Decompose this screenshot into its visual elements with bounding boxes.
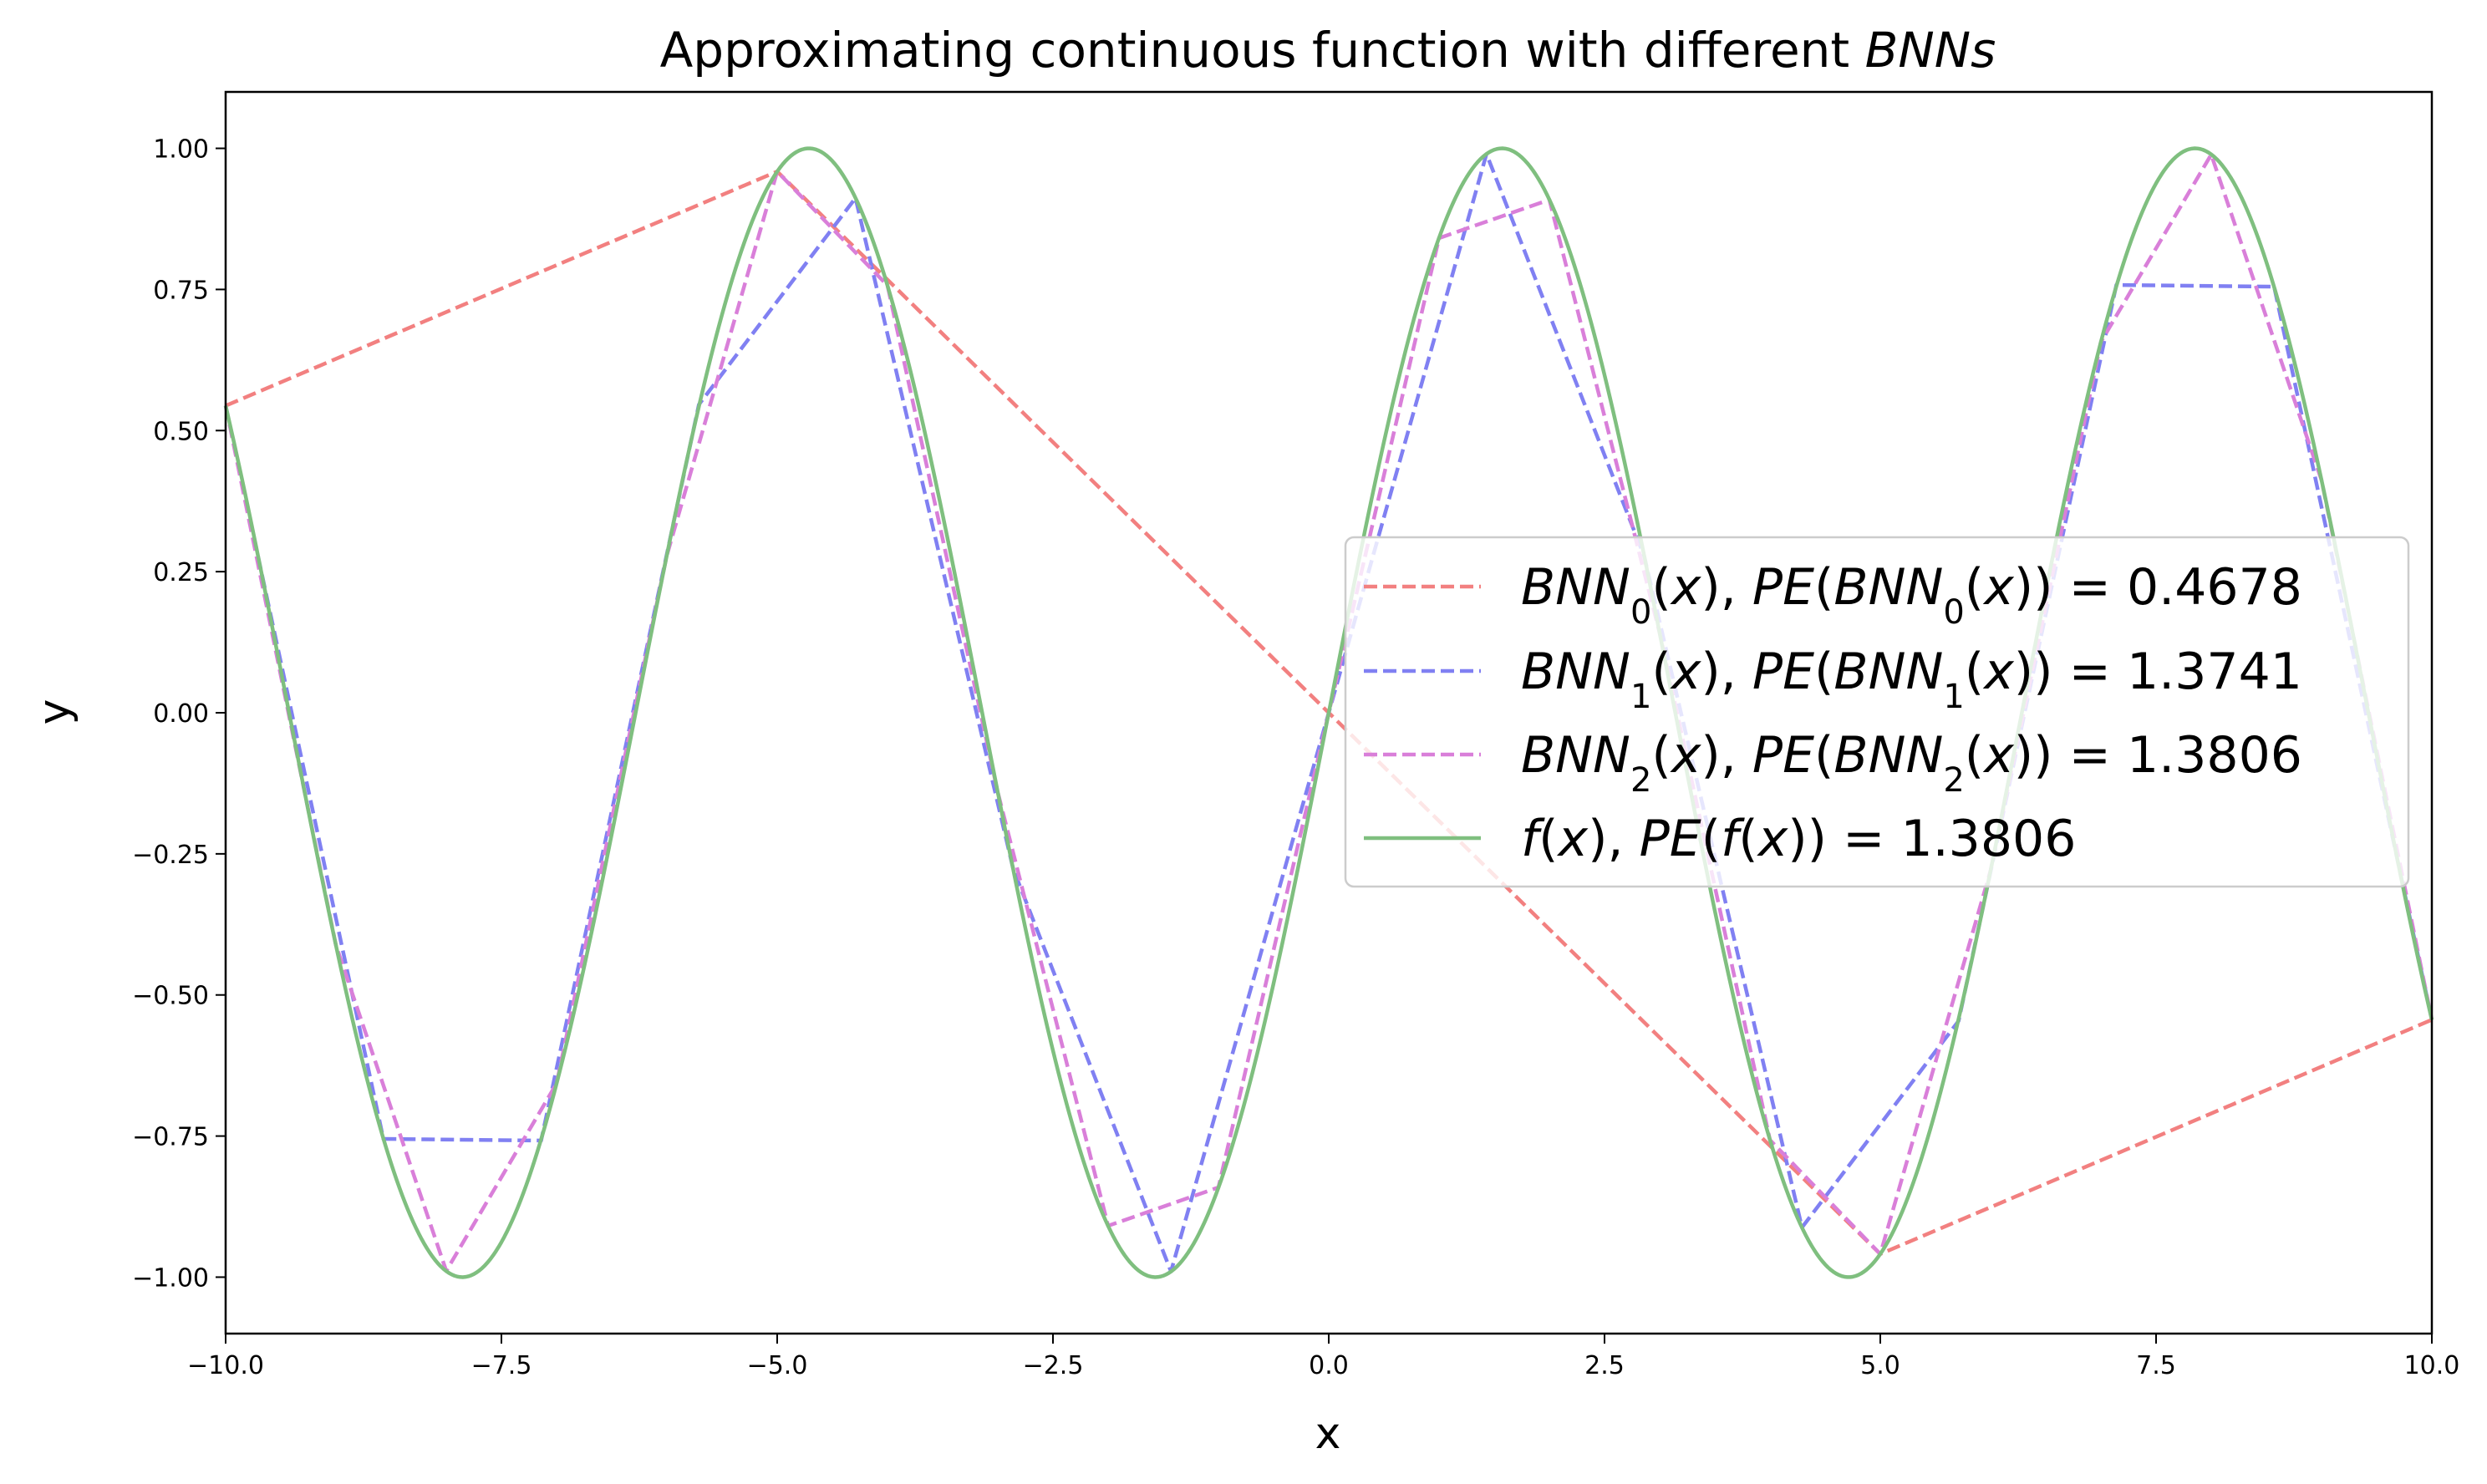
y-tick-label: 0.00 (153, 699, 209, 729)
plot-lines (223, 146, 2434, 1279)
legend-label-part: ), (1701, 643, 1752, 701)
x-tick-label: 0.0 (1309, 1351, 1349, 1380)
legend-label-part: ), (1588, 810, 1640, 868)
legend-label-part: ( (1651, 643, 1671, 701)
legend-label-part: ( (1814, 726, 1833, 785)
legend-label-part: BNN (1521, 558, 1630, 617)
legend-label-2: BNN2(x), PE(BNN2(x)) = 1.3806 (1521, 726, 2302, 800)
legend-label-part: PE (1752, 726, 1814, 785)
legend-label-part: BNN (1833, 726, 1943, 785)
legend-label-part: ( (1814, 643, 1833, 701)
legend-label-1: BNN1(x), PE(BNN1(x)) = 1.3741 (1521, 643, 2302, 716)
legend-label-part: PE (1640, 810, 1701, 868)
legend-label-part: BNN (1521, 726, 1630, 785)
legend-label-part: )) = 1.3806 (2014, 726, 2302, 785)
x-tick-label: −2.5 (1023, 1351, 1084, 1380)
legend-label-part: )) = 1.3806 (1788, 810, 2076, 868)
legend-label-part: x (1670, 643, 1701, 701)
x-tick-label: −10.0 (187, 1351, 264, 1380)
x-axis-ticks: −10.0 −7.5 −5.0 −2.5 0.0 2.5 5.0 7.5 10.0 (187, 1334, 2459, 1380)
x-tick-label: 7.5 (2136, 1351, 2176, 1380)
legend-label-part: ( (1651, 558, 1671, 617)
y-tick-label: −1.00 (132, 1263, 209, 1293)
y-axis-ticks: 1.00 0.75 0.50 0.25 0.00 −0.25 −0.50 −0.75 −1.00 (132, 135, 226, 1293)
legend-label-part: 0 (1943, 593, 1964, 632)
legend-label-part: x (1982, 558, 2014, 617)
legend-label-part: x (1670, 726, 1701, 785)
chart-title: Approximating continuous function with d… (660, 22, 1996, 79)
legend-label-part: BNN (1833, 558, 1943, 617)
x-tick-label: −5.0 (747, 1351, 808, 1380)
legend-label-3: f(x), PE(f(x)) = 1.3806 (1521, 810, 2076, 868)
y-tick-label: −0.75 (132, 1123, 209, 1152)
legend-label-part: x (1670, 558, 1701, 617)
y-tick-label: 0.25 (153, 558, 209, 587)
legend-label-part: BNN (1833, 643, 1943, 701)
legend-label-part: ( (1701, 810, 1721, 868)
legend-label-part: ), (1701, 726, 1752, 785)
y-tick-label: −0.25 (132, 841, 209, 870)
chart-title-part: Approximating continuous function with d… (660, 22, 1865, 79)
legend-label-part: x (1982, 643, 2014, 701)
legend-label-part: ( (1651, 726, 1671, 785)
series-line-3 (223, 146, 2434, 1279)
x-tick-label: 10.0 (2404, 1351, 2460, 1380)
legend-box (1344, 536, 2410, 888)
legend-label-part: 2 (1943, 761, 1964, 800)
legend-label-part: )) = 0.4678 (2014, 558, 2302, 617)
legend-label-part: PE (1752, 643, 1814, 701)
legend-label-part: 0 (1630, 593, 1651, 632)
x-axis-label: x (1315, 1409, 1341, 1459)
legend-label-part: 2 (1630, 761, 1651, 800)
legend-label-part: ( (1965, 558, 1984, 617)
legend-label-part: ( (1814, 558, 1833, 617)
legend-label-part: ( (1738, 810, 1757, 868)
legend-label-part: PE (1752, 558, 1814, 617)
y-tick-label: −0.50 (132, 982, 209, 1011)
legend-label-part: BNN (1521, 643, 1630, 701)
legend-label-part: )) = 1.3741 (2014, 643, 2302, 701)
chart-title-part: BNNs (1865, 22, 1996, 79)
x-tick-label: 2.5 (1584, 1351, 1625, 1380)
y-axis-label: y (29, 699, 79, 725)
y-tick-label: 1.00 (153, 135, 209, 165)
y-tick-label: 0.50 (153, 417, 209, 446)
x-tick-label: 5.0 (1860, 1351, 1900, 1380)
legend-label-part: 1 (1630, 678, 1651, 716)
y-tick-label: 0.75 (153, 276, 209, 305)
x-tick-label: −7.5 (471, 1351, 532, 1380)
legend-label-0: BNN0(x), PE(BNN0(x)) = 0.4678 (1521, 558, 2302, 632)
legend-label-part: ( (1538, 810, 1558, 868)
legend-label-part: ( (1965, 726, 1984, 785)
legend-label-part: x (1557, 810, 1589, 868)
legend-label-part: x (1982, 726, 2014, 785)
legend-label-part: ), (1701, 558, 1752, 617)
legend-label-part: ( (1965, 643, 1984, 701)
legend-label-part: x (1757, 810, 1788, 868)
legend-label-part: 1 (1943, 678, 1964, 716)
